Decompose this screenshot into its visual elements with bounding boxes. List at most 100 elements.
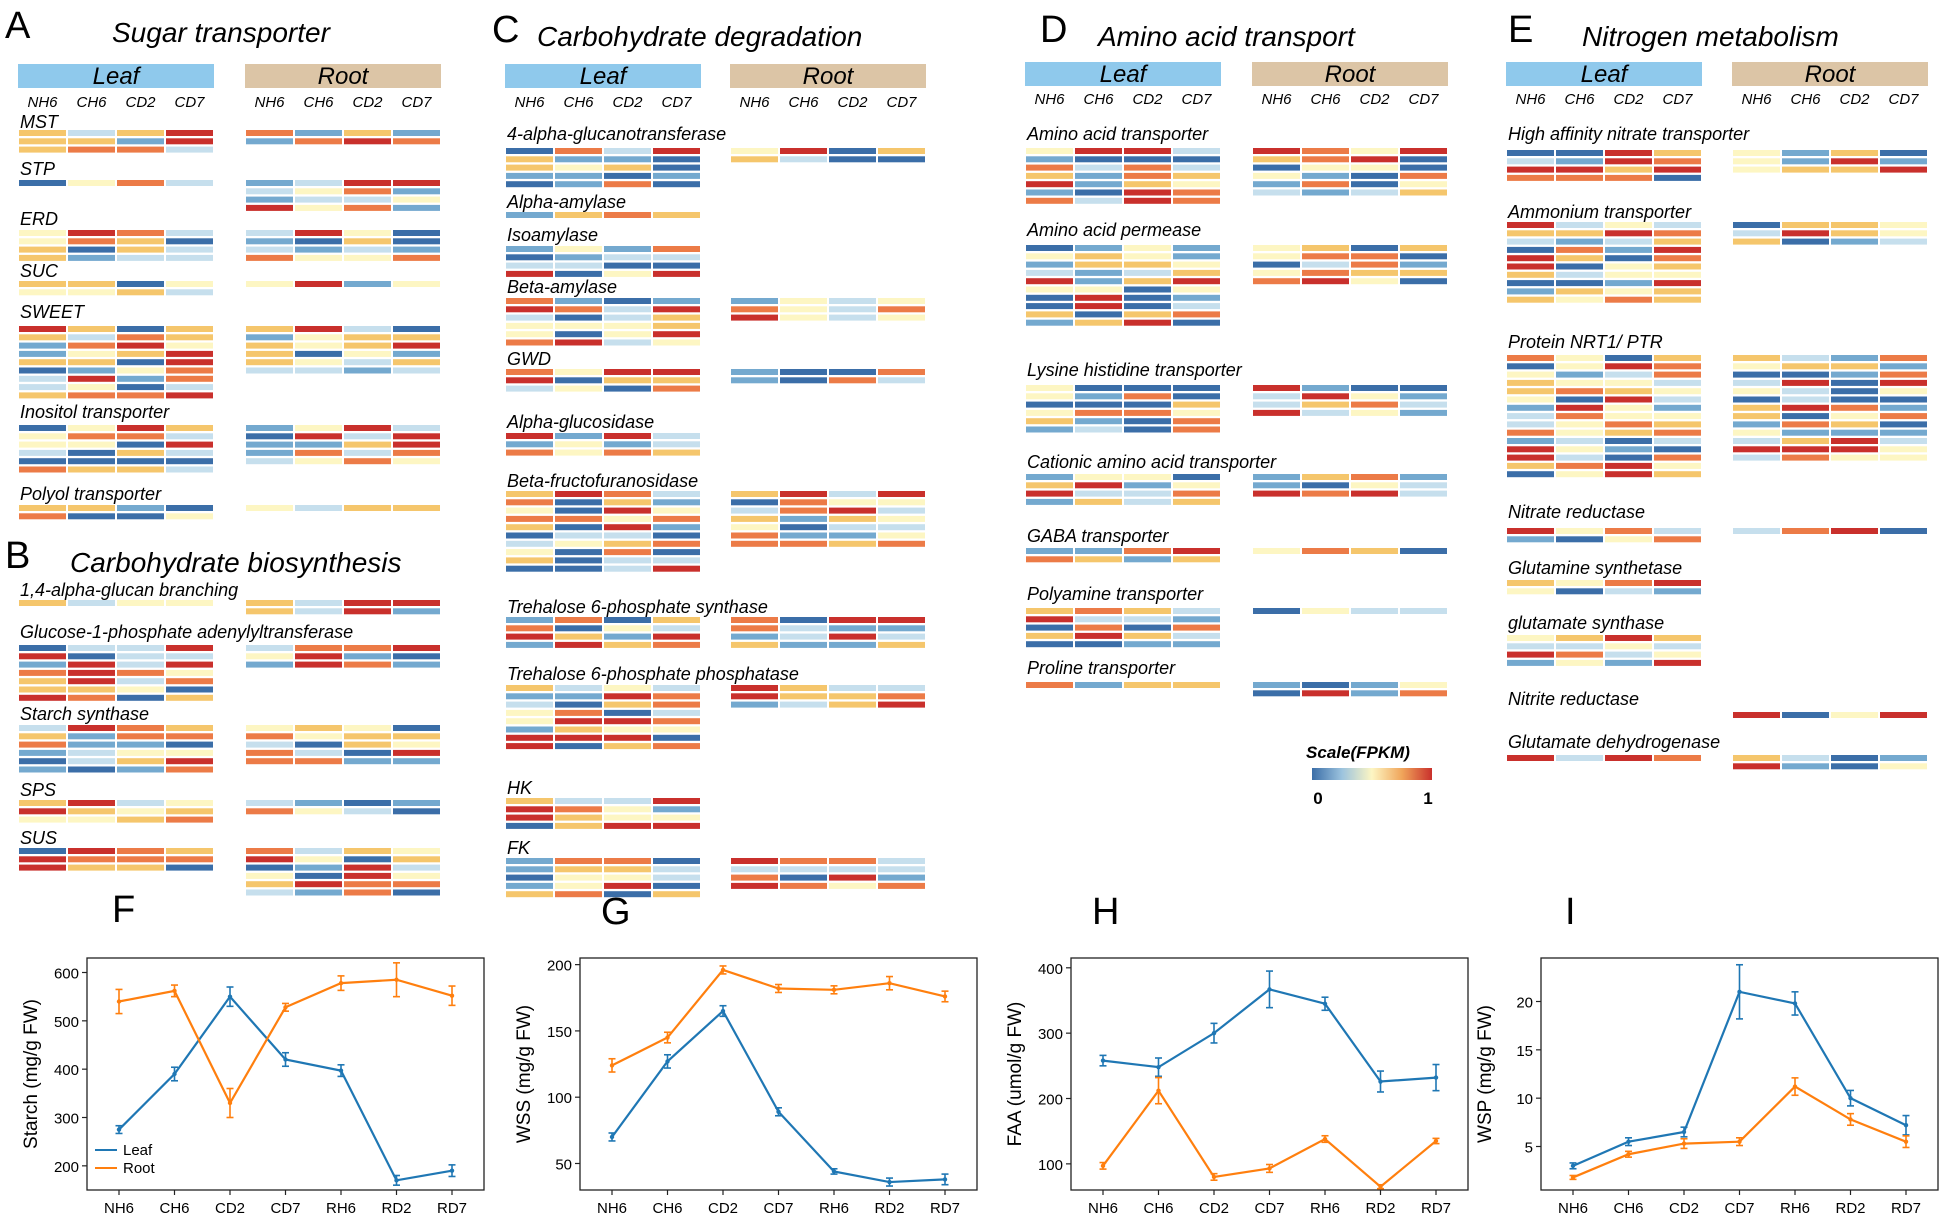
leaf-heat-cell bbox=[117, 669, 164, 676]
leaf-heat-cell bbox=[68, 645, 115, 651]
root-heat-cell bbox=[393, 367, 440, 374]
leaf-heat-cell bbox=[1026, 401, 1073, 408]
leaf-heat-cell bbox=[604, 532, 651, 539]
root-heat-cell bbox=[1253, 393, 1300, 400]
leaf-heat-cell bbox=[555, 254, 602, 261]
root-heat-cell bbox=[1782, 396, 1829, 403]
root-heat-cell bbox=[731, 701, 778, 708]
leaf-heat-cell bbox=[555, 212, 602, 218]
leaf-heat-cell bbox=[166, 367, 213, 374]
x-tick-label: NH6 bbox=[1088, 1200, 1118, 1214]
root-heat-cell bbox=[1782, 454, 1829, 461]
leaf-heat-cell bbox=[604, 822, 651, 829]
leaf-heat-cell bbox=[68, 513, 115, 520]
leaf-heat-cell bbox=[555, 718, 602, 725]
leaf-heat-cell bbox=[1654, 429, 1701, 436]
leaf-heat-cell bbox=[1026, 278, 1073, 285]
root-heat-cell bbox=[295, 458, 342, 465]
leaf-heat-cell bbox=[1654, 396, 1701, 403]
root-heat-cell bbox=[393, 661, 440, 668]
root-heat-cell bbox=[295, 881, 342, 888]
root-heat-cell bbox=[1351, 409, 1398, 416]
root-heat-cell bbox=[829, 633, 876, 640]
root-heat-cell bbox=[393, 188, 440, 195]
chart-letter: H bbox=[1092, 891, 1119, 933]
data-point bbox=[1433, 1075, 1439, 1080]
root-heat-cell bbox=[1302, 393, 1349, 400]
root-heat-cell bbox=[731, 314, 778, 321]
root-heat-cell bbox=[344, 872, 391, 879]
root-heat-cell bbox=[1831, 421, 1878, 428]
leaf-heat-cell bbox=[1507, 438, 1554, 444]
root-heat-cell bbox=[780, 491, 827, 497]
root-heat-cell bbox=[344, 204, 391, 211]
leaf-heat-cell bbox=[1507, 462, 1554, 469]
data-point bbox=[665, 1035, 670, 1040]
root-heat-cell bbox=[246, 505, 293, 511]
data-point bbox=[1156, 1088, 1161, 1093]
leaf-heat-cell bbox=[1507, 446, 1554, 453]
leaf-header-bar bbox=[1506, 62, 1702, 86]
leaf-heat-cell bbox=[19, 800, 66, 806]
leaf-heat-cell bbox=[653, 148, 700, 154]
root-heat-cell bbox=[731, 377, 778, 384]
leaf-heat-cell bbox=[506, 377, 553, 384]
data-point bbox=[1378, 1079, 1383, 1084]
root-heat-cell bbox=[780, 515, 827, 522]
data-point bbox=[227, 994, 233, 999]
leaf-heat-cell bbox=[1026, 172, 1073, 179]
root-heat-cell bbox=[1253, 278, 1300, 285]
gene-group-label: ERD bbox=[20, 209, 58, 229]
root-heat-cell bbox=[1782, 429, 1829, 436]
leaf-heat-cell bbox=[1026, 385, 1073, 391]
leaf-heat-cell bbox=[604, 314, 651, 321]
gene-group-label: 4-alpha-glucanotransferase bbox=[507, 124, 726, 144]
leaf-heat-cell bbox=[1654, 438, 1701, 444]
leaf-heat-cell bbox=[1556, 388, 1603, 395]
data-point bbox=[720, 1008, 726, 1014]
x-tick-label: RH6 bbox=[326, 1200, 356, 1214]
gene-group: SPS bbox=[19, 780, 440, 823]
leaf-heat-cell bbox=[68, 359, 115, 366]
root-heat-cell bbox=[393, 196, 440, 203]
root-header-bar bbox=[1252, 62, 1448, 86]
leaf-heat-cell bbox=[555, 339, 602, 346]
leaf-heat-cell bbox=[68, 350, 115, 357]
root-heat-cell bbox=[878, 369, 925, 375]
leaf-heat-cell bbox=[506, 540, 553, 547]
leaf-heat-cell bbox=[1026, 294, 1073, 301]
leaf-heat-cell bbox=[1507, 755, 1554, 761]
root-heat-cell bbox=[295, 130, 342, 136]
leaf-heat-cell bbox=[68, 334, 115, 341]
root-heat-cell bbox=[393, 238, 440, 245]
leaf-heat-cell bbox=[1124, 269, 1171, 276]
root-heat-cell bbox=[829, 617, 876, 623]
y-tick-label: 600 bbox=[54, 966, 79, 983]
root-heat-cell bbox=[780, 499, 827, 506]
gene-group-label: HK bbox=[507, 778, 533, 798]
leaf-heat-cell bbox=[1507, 528, 1554, 534]
leaf-heat-cell bbox=[117, 694, 164, 701]
leaf-heat-cell bbox=[1026, 393, 1073, 400]
leaf-heat-cell bbox=[1605, 363, 1652, 370]
x-tick-label: RH6 bbox=[1780, 1200, 1810, 1214]
root-heat-cell bbox=[1400, 269, 1447, 276]
leaf-heat-cell bbox=[19, 441, 66, 448]
leaf-heat-cell bbox=[506, 156, 553, 163]
root-heat-cell bbox=[344, 180, 391, 186]
leaf-heat-cell bbox=[1173, 319, 1220, 326]
leaf-heat-cell bbox=[68, 725, 115, 731]
root-heat-cell bbox=[1351, 148, 1398, 154]
root-heat-cell bbox=[1253, 482, 1300, 489]
root-header-bar bbox=[1732, 62, 1928, 86]
gene-group-label: Beta-amylase bbox=[507, 277, 617, 297]
leaf-heat-cell bbox=[1556, 580, 1603, 586]
root-heat-cell bbox=[295, 800, 342, 806]
root-heat-cell bbox=[1400, 245, 1447, 251]
leaf-heat-cell bbox=[68, 289, 115, 296]
leaf-heat-cell bbox=[1654, 404, 1701, 411]
leaf-heat-cell bbox=[117, 254, 164, 261]
root-heat-cell bbox=[246, 749, 293, 756]
leaf-heat-cell bbox=[68, 600, 115, 606]
leaf-heat-cell bbox=[19, 725, 66, 731]
